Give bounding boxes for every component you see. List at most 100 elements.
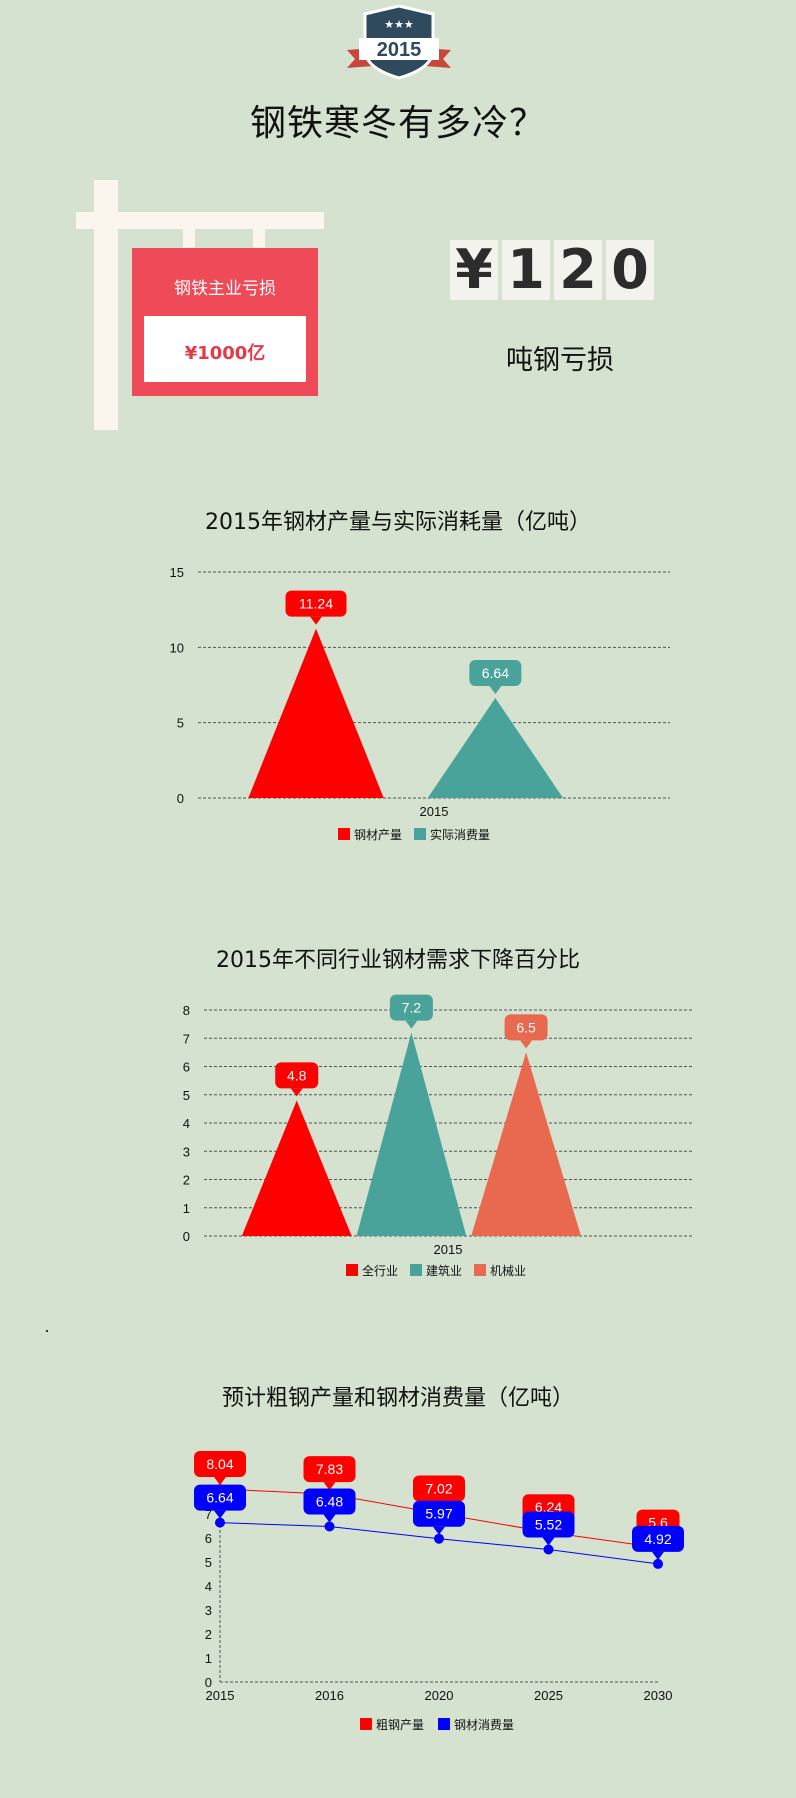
data-label-pointer [323, 1482, 336, 1491]
y-tick-label: 1 [205, 1651, 212, 1666]
data-label-pointer [542, 1537, 555, 1546]
x-tick-label: 2016 [315, 1688, 344, 1703]
x-tick-label: 2025 [534, 1688, 563, 1703]
series-point [543, 1544, 554, 1555]
legend-label: 建筑业 [426, 1263, 462, 1278]
price-tile-digit: 1 [502, 240, 550, 300]
y-tick-label: 4 [183, 1116, 190, 1131]
sign-value-box: ¥1000亿 [144, 316, 306, 382]
data-label-box [413, 1475, 465, 1502]
data-label: 8.04 [206, 1456, 233, 1472]
data-label-pointer [290, 1088, 303, 1097]
legend-label: 机械业 [490, 1263, 526, 1278]
data-label-box [522, 1511, 575, 1538]
y-tick-label: 0 [177, 791, 184, 806]
legend-label: 钢材产量 [354, 828, 402, 842]
data-label: 7.02 [425, 1481, 452, 1497]
data-label-box [389, 994, 433, 1021]
data-label-box [413, 1500, 465, 1527]
badge-year: 2015 [377, 39, 422, 61]
chart1-plot: 0 5 10 15 11.24 6.64 2015 钢材产量 实际消费量 [170, 565, 670, 842]
price-tile-currency: ¥ [450, 240, 498, 300]
legend-swatch [474, 1264, 486, 1276]
chart2-plot: 0 1 2 3 4 5 6 7 8 4.8 7.2 6.5 2015 全行业 建筑业 机械业 [183, 994, 692, 1278]
data-label-box [275, 1062, 319, 1089]
legend-label: 粗钢产量 [376, 1718, 424, 1732]
year-badge: ★★★ 2015 [347, 4, 451, 80]
data-label: 6.64 [206, 1490, 233, 1506]
data-label: 7.83 [316, 1461, 343, 1477]
sign-value: ¥1000亿 [184, 343, 266, 364]
data-label: 6.5 [516, 1019, 536, 1035]
sign-hanger-right [253, 229, 265, 249]
data-label-pointer [214, 1477, 226, 1486]
data-label-box [194, 1451, 246, 1478]
legend-swatch [346, 1264, 358, 1276]
y-tick-label: 5 [205, 1555, 212, 1570]
legend-swatch [360, 1718, 372, 1730]
sign-board: 钢铁主业亏损 ¥1000亿 [132, 248, 318, 396]
series-point [215, 1517, 225, 1528]
data-label-box [504, 1014, 548, 1041]
y-tick-label: 0 [183, 1229, 190, 1244]
data-label-box [303, 1488, 356, 1515]
data-label: 5.52 [535, 1517, 562, 1533]
chart3-title: 预计粗钢产量和钢材消费量（亿吨） [221, 1386, 574, 1411]
data-label-pointer [433, 1526, 445, 1535]
y-tick-label: 5 [177, 716, 184, 731]
y-tick-label: 2 [205, 1627, 212, 1642]
data-label-box [303, 1456, 356, 1483]
data-label: 4.92 [644, 1531, 671, 1547]
legend-swatch [338, 828, 350, 840]
legend-swatch [438, 1718, 450, 1730]
y-tick-label: 15 [170, 565, 184, 580]
x-tick-label: 2015 [206, 1688, 235, 1703]
series-point [324, 1521, 335, 1532]
bar-peak [356, 1032, 467, 1236]
data-label-pointer [405, 1020, 418, 1029]
data-label-pointer [310, 616, 322, 625]
chart2-title: 2015年不同行业钢材需求下降百分比 [216, 948, 580, 973]
bar-peak [427, 697, 564, 798]
y-tick-label: 3 [183, 1144, 190, 1159]
data-label-box [194, 1484, 246, 1511]
y-tick-label: 4 [205, 1579, 212, 1594]
x-tick-label: 2015 [434, 1242, 463, 1257]
y-tick-label: 6 [205, 1531, 212, 1546]
price-tile-digit: 2 [554, 240, 602, 300]
data-label: 5.97 [425, 1506, 452, 1522]
legend-label: 实际消费量 [430, 827, 490, 842]
chart3-plot: 0 1 2 3 4 5 6 7 2015 2016 2020 2025 2030 8.04 7.83 7.02… [194, 1451, 684, 1732]
legend-swatch [410, 1264, 422, 1276]
data-label-pointer [520, 1040, 533, 1049]
x-tick-label: 2020 [425, 1688, 454, 1703]
y-tick-label: 1 [183, 1201, 190, 1216]
data-label: 6.48 [316, 1493, 343, 1509]
data-label: 4.8 [287, 1067, 307, 1083]
y-tick-label: 2 [183, 1173, 190, 1188]
data-label-box [469, 659, 522, 686]
data-label-pointer [214, 1510, 226, 1519]
stray-dot [46, 1330, 48, 1332]
sign-hanger-left [183, 229, 195, 249]
series-point [434, 1533, 444, 1544]
data-label: 11.24 [299, 596, 333, 612]
bar-peak [471, 1052, 581, 1236]
data-label: 6.64 [482, 665, 509, 681]
legend-swatch [414, 828, 426, 840]
y-tick-label: 8 [183, 1003, 190, 1018]
data-label: 6.24 [535, 1499, 562, 1515]
data-label-pointer [323, 1514, 336, 1523]
y-tick-label: 7 [205, 1507, 212, 1522]
data-label-pointer [489, 685, 502, 694]
chart1-title: 2015年钢材产量与实际消耗量（亿吨） [205, 510, 591, 535]
x-tick-label: 2015 [420, 804, 449, 819]
price-tile-digit: 0 [606, 240, 654, 300]
legend-label: 钢材消费量 [454, 1718, 514, 1732]
data-label-box [285, 590, 347, 617]
y-tick-label: 7 [183, 1031, 190, 1046]
y-tick-label: 10 [170, 640, 184, 655]
data-label-box [632, 1525, 684, 1552]
y-tick-label: 0 [205, 1675, 212, 1690]
bar-peak [241, 1100, 352, 1236]
